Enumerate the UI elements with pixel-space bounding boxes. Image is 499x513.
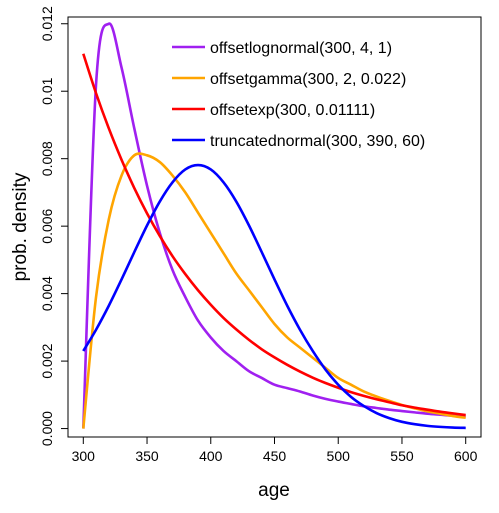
x-tick-label: 500 — [327, 448, 351, 464]
legend-label-2: offsetexp(300, 0.01111) — [210, 102, 375, 119]
x-tick-label: 550 — [390, 448, 414, 464]
y-tick-label: 0.008 — [39, 141, 55, 176]
x-axis: 300 350 400 450 500 550 600 — [72, 436, 478, 464]
y-tick-label: 0.000 — [39, 411, 55, 446]
series-lines — [82, 22, 466, 430]
x-tick-label: 300 — [72, 448, 96, 464]
series-line-0 — [82, 22, 466, 429]
y-tick-label: 0.002 — [39, 343, 55, 378]
y-tick-label: 0.01 — [39, 77, 55, 104]
legend: offsetlognormal(300, 4, 1) offsetgamma(30… — [172, 40, 425, 150]
legend-label-3: truncatednormal(300, 390, 60) — [210, 133, 425, 150]
x-tick-label: 400 — [199, 448, 223, 464]
legend-label-1: offsetgamma(300, 2, 0.022) — [210, 71, 406, 88]
y-tick-label: 0.012 — [39, 6, 55, 41]
x-tick-label: 600 — [454, 448, 478, 464]
series-line-3 — [82, 163, 466, 430]
legend-label-0: offsetlognormal(300, 4, 1) — [210, 40, 392, 57]
x-axis-title: age — [258, 480, 290, 501]
y-axis-title: prob. density — [10, 172, 31, 281]
y-axis: 0.000 0.002 0.004 0.006 0.008 0.01 0.012 — [39, 6, 69, 446]
y-tick-label: 0.004 — [39, 276, 55, 311]
y-tick-label: 0.006 — [39, 208, 55, 243]
x-tick-label: 450 — [263, 448, 287, 464]
x-tick-label: 350 — [135, 448, 159, 464]
series-line-2 — [82, 53, 466, 417]
series-line-1 — [82, 152, 466, 429]
